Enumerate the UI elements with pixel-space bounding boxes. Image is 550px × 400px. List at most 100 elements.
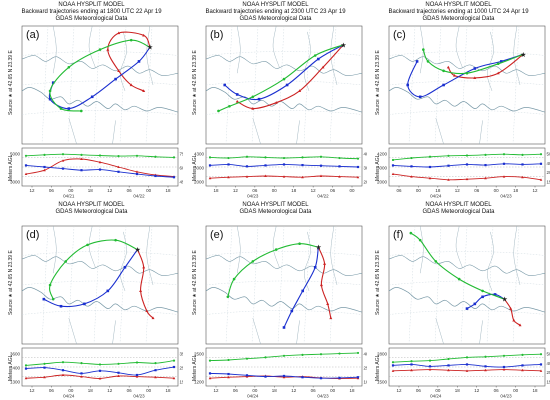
low-trajectory-height-marker	[484, 176, 487, 180]
height-tick-right: 2000	[364, 180, 368, 185]
time-tick-label: 12	[474, 388, 480, 393]
mid-trajectory-marker	[59, 304, 63, 308]
low-trajectory-marker	[321, 65, 325, 69]
height-tick-left: 1200	[194, 380, 205, 385]
low-trajectory-height-marker	[98, 377, 102, 380]
mid-trajectory-marker	[301, 289, 305, 293]
high-trajectory-marker	[48, 283, 52, 287]
mid-trajectory-marker	[282, 326, 286, 329]
low-trajectory-height-marker	[117, 165, 120, 168]
parallel-line	[388, 110, 546, 115]
time-tick-label: 00	[416, 188, 422, 193]
country-border	[236, 225, 241, 274]
panel-label: (d)	[26, 229, 39, 241]
source-location-label: Source ★ at 42.65 N 23.39 E	[375, 50, 381, 115]
height-tick-right: 1000	[364, 380, 368, 385]
trajectory-map-svg: ★ (a) Source ★ at 42.65 N 23.39 E Meters AG…	[8, 25, 184, 199]
high-trajectory-marker	[59, 107, 63, 110]
mid-trajectory-height-marker	[208, 164, 212, 167]
time-tick-label: 06	[127, 388, 133, 393]
mid-trajectory-height-marker	[484, 365, 487, 368]
low-trajectory-height-marker	[135, 170, 139, 173]
mid-trajectory-height-marker	[319, 377, 323, 380]
height-tick-right: 2500	[547, 370, 550, 375]
time-tick-label: 18	[455, 388, 461, 393]
high-trajectory-line	[218, 44, 344, 112]
time-tick-label: 18	[165, 388, 171, 393]
map-frame	[21, 225, 179, 345]
time-tick-label: 12	[455, 188, 461, 193]
mid-trajectory-height-marker	[61, 369, 65, 372]
high-trajectory-height-marker	[319, 155, 323, 158]
height-tick-right: 3000	[364, 166, 368, 171]
mid-trajectory-marker	[90, 95, 94, 99]
mid-trajectory-height-marker	[117, 371, 120, 374]
coastline	[21, 87, 179, 113]
mid-trajectory-height-marker	[117, 170, 120, 173]
parallel-line	[21, 80, 179, 86]
panel-label: (a)	[26, 29, 39, 41]
mid-trajectory-marker	[235, 93, 239, 96]
high-trajectory-line	[227, 243, 319, 297]
high-trajectory-marker	[86, 243, 89, 247]
high-trajectory-height-marker	[154, 155, 157, 158]
time-tick-label: 12	[532, 188, 538, 193]
date-tick-label: 04/21	[63, 194, 75, 199]
parallel-line	[205, 80, 363, 86]
height-tick-left: 2000	[194, 180, 205, 185]
panel-title-line-2: Backward trajectories ending at 2300 UTC…	[205, 9, 346, 15]
country-border	[419, 225, 424, 274]
high-trajectory-height-marker	[301, 353, 304, 356]
low-trajectory-marker	[509, 307, 513, 310]
high-trajectory-height-marker	[356, 351, 360, 355]
height-tick-right: 4000	[364, 152, 368, 157]
source-location-label: Source ★ at 42.65 N 23.39 E	[375, 250, 381, 315]
source-star-icon: ★	[315, 244, 321, 252]
high-trajectory-marker	[232, 277, 236, 281]
height-tick-left: 1300	[10, 380, 21, 385]
low-trajectory-height-marker	[24, 172, 28, 176]
time-tick-label: 06	[127, 188, 133, 193]
high-trajectory-height-marker	[465, 356, 469, 359]
low-trajectory-marker	[142, 265, 146, 269]
mid-trajectory-marker	[406, 83, 410, 87]
height-axis-label: Meters AGL	[192, 154, 198, 181]
mid-trajectory-height-marker	[338, 165, 341, 168]
coastline	[388, 55, 546, 76]
time-tick-label: 12	[233, 188, 239, 193]
mid-trajectory-height-marker	[356, 165, 360, 169]
low-trajectory-marker	[106, 48, 110, 51]
time-tick-label: 18	[165, 188, 171, 193]
map-frame	[388, 225, 546, 345]
high-trajectory-marker	[298, 242, 301, 245]
date-tick-label: 04/24	[247, 394, 259, 399]
low-trajectory-height-marker	[227, 175, 230, 179]
date-tick-label: 04/22	[317, 194, 329, 199]
mid-trajectory-marker	[418, 95, 422, 99]
low-trajectory-marker	[251, 107, 255, 110]
time-tick-label: 06	[252, 188, 258, 193]
mid-trajectory-height-marker	[465, 363, 469, 366]
coastline	[205, 255, 363, 276]
high-trajectory-height-marker	[172, 359, 176, 362]
mid-trajectory-marker	[473, 302, 477, 306]
parallel-line	[205, 51, 363, 56]
high-trajectory-height-marker	[117, 155, 120, 158]
low-trajectory-height-marker	[208, 176, 212, 180]
high-trajectory-height-marker	[154, 362, 157, 365]
panel-title-line-1: NOAA HYSPLIT MODEL	[425, 2, 492, 8]
high-trajectory-height-marker	[208, 156, 212, 159]
country-border	[272, 225, 280, 268]
panel-label: (f)	[393, 229, 403, 241]
low-trajectory-height-marker	[521, 175, 524, 179]
height-tick-left: 2800	[377, 352, 388, 357]
high-trajectory-height-marker	[301, 156, 304, 159]
time-tick-label: 18	[88, 388, 94, 393]
mid-trajectory-height-marker	[98, 168, 102, 171]
low-trajectory-height-marker	[484, 368, 487, 372]
trajectories	[42, 238, 155, 320]
time-tick-label: 12	[107, 388, 113, 393]
time-tick-label: 12	[311, 188, 317, 193]
height-tick-right: 4500	[180, 180, 184, 185]
mid-trajectory-height-marker	[43, 165, 46, 169]
